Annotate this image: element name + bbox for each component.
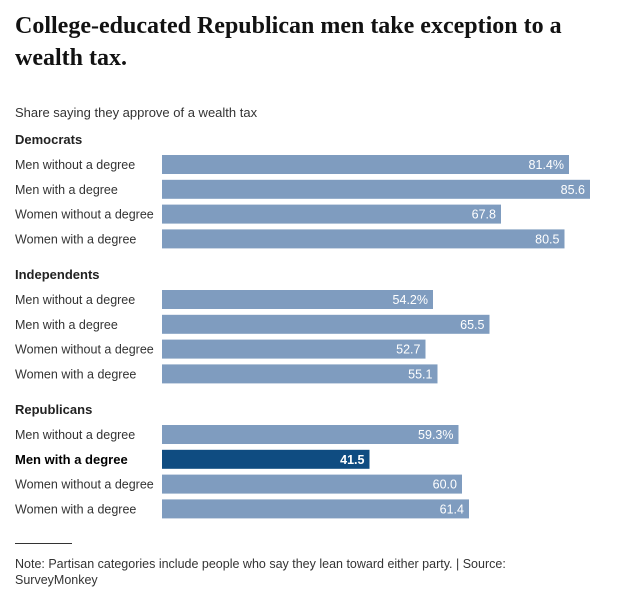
category-label: Men with a degree: [15, 183, 118, 197]
category-label: Women without a degree: [15, 208, 154, 222]
bar-republicans-women-without-a-degree: [162, 474, 462, 494]
chart-headline: College-educated Republican men take exc…: [15, 13, 562, 71]
bar-value-label: 60.0: [433, 478, 457, 492]
category-label: Men without a degree: [15, 428, 135, 442]
bar-independents-men-with-a-degree: [162, 314, 490, 334]
bar-democrats-women-without-a-degree: [162, 204, 501, 224]
category-label: Men without a degree: [15, 158, 135, 172]
category-label: Women with a degree: [15, 232, 136, 246]
bar-democrats-women-with-a-degree: [162, 229, 565, 249]
category-label: Men without a degree: [15, 293, 135, 307]
bar-chart: Democrats Men without a degree 81.4% Men wi…: [15, 132, 590, 519]
bar-value-label: 80.5: [535, 232, 559, 246]
bar-value-label: 61.4: [440, 502, 464, 516]
bar-value-label: 67.8: [472, 208, 496, 222]
bar-independents-men-without-a-degree: [162, 290, 433, 309]
source-note: Note: Partisan categories include people…: [15, 557, 506, 587]
note-divider: [15, 543, 72, 544]
bar-democrats-men-without-a-degree: [162, 155, 569, 174]
bar-independents-women-without-a-degree: [162, 339, 426, 359]
category-label: Women without a degree: [15, 478, 154, 492]
category-label: Women with a degree: [15, 367, 136, 381]
bar-democrats-men-with-a-degree: [162, 179, 590, 199]
category-label: Women with a degree: [15, 502, 136, 516]
bar-value-label: 41.5: [340, 453, 364, 467]
category-label: Men with a degree: [15, 452, 128, 467]
bar-republicans-men-without-a-degree: [162, 425, 459, 444]
bar-value-label: 55.1: [408, 367, 432, 381]
bar-value-label: 81.4%: [529, 158, 564, 172]
bar-value-label: 59.3%: [418, 428, 453, 442]
group-heading-democrats: Democrats: [15, 132, 82, 147]
group-heading-independents: Independents: [15, 267, 100, 282]
chart-subtitle: Share saying they approve of a wealth ta…: [15, 105, 258, 120]
bar-value-label: 65.5: [460, 318, 484, 332]
bar-republicans-men-with-a-degree: [162, 449, 370, 469]
category-label: Men with a degree: [15, 318, 118, 332]
bar-republicans-women-with-a-degree: [162, 499, 469, 519]
category-label: Women without a degree: [15, 343, 154, 357]
bar-value-label: 85.6: [561, 183, 585, 197]
bar-independents-women-with-a-degree: [162, 364, 438, 384]
bar-value-label: 54.2%: [393, 293, 428, 307]
group-heading-republicans: Republicans: [15, 402, 92, 417]
bar-value-label: 52.7: [396, 343, 420, 357]
